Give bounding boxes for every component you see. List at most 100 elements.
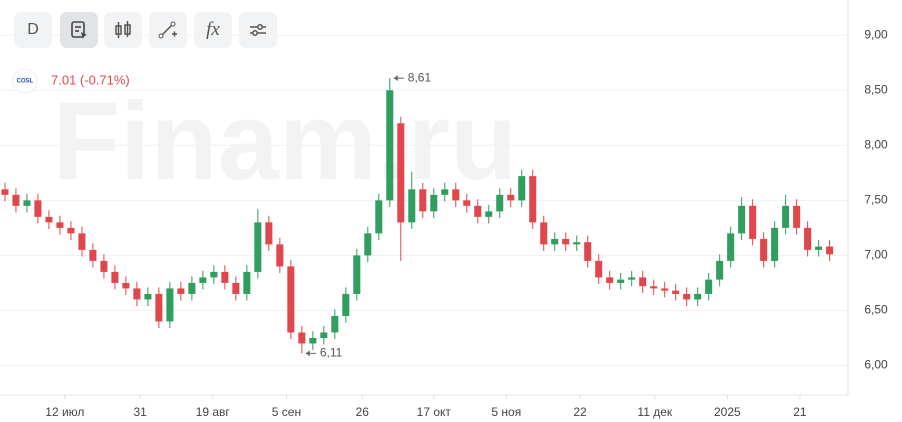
x-tick-label: 26 (356, 405, 370, 419)
candle-body (56, 222, 64, 228)
candle-body (573, 242, 581, 245)
x-tick-label: 17 окт (417, 405, 452, 419)
x-tick-label: 22 (573, 405, 587, 419)
icon (115, 21, 131, 38)
candle-body (221, 271, 229, 283)
candle-body (496, 194, 504, 212)
x-tick-label: 2025 (714, 405, 741, 419)
y-tick-label: 6,00 (864, 358, 888, 372)
candle-body (353, 255, 361, 294)
candle-body (342, 293, 350, 316)
annotation-arrowhead (305, 350, 310, 357)
candle-body (782, 205, 790, 228)
candle-body (67, 227, 75, 234)
icon (158, 21, 177, 39)
candle-body (177, 288, 185, 294)
icon (71, 21, 87, 39)
drawing-button[interactable] (149, 12, 187, 48)
candle-body (551, 238, 559, 245)
candle-body (694, 293, 702, 300)
candle-body (683, 293, 691, 300)
candle-body (617, 279, 625, 283)
candle-body (452, 189, 460, 201)
candle-body (232, 282, 240, 294)
candle-body (309, 337, 317, 344)
annotation-label: 6,11 (320, 346, 343, 360)
interval-button[interactable]: D (14, 12, 52, 48)
candle-body (804, 227, 812, 250)
interval-label: D (27, 21, 39, 38)
chart-type-button[interactable] (60, 12, 98, 48)
candle-body (441, 189, 449, 195)
price-label: 7.01 (-0.71%) (51, 72, 130, 87)
candle-body (34, 200, 42, 217)
x-tick-label: 5 ноя (491, 405, 521, 419)
x-tick-label: 11 дек (637, 405, 672, 419)
y-tick-label: 6,50 (864, 303, 888, 317)
candle-body (23, 200, 31, 206)
candle-body (584, 242, 592, 261)
candle-body (595, 260, 603, 278)
candle-body (738, 205, 746, 234)
annotation-arrowhead (393, 75, 398, 82)
candle-body (771, 227, 779, 261)
candle-body (276, 244, 284, 267)
ticker: COSL (17, 79, 34, 85)
candle-body (463, 200, 471, 206)
candle-body (100, 260, 108, 272)
candle-body (155, 293, 163, 322)
watermark: Finam.ru (53, 80, 518, 203)
candle-body (705, 279, 713, 294)
candle-body (749, 205, 757, 239)
candle-body (650, 286, 658, 289)
candle-body (639, 277, 647, 287)
candles-button[interactable] (104, 12, 142, 48)
x-tick-label: 21 (793, 405, 807, 419)
ticker-logo (12, 68, 38, 94)
candle-body (89, 249, 97, 261)
candle-body (254, 222, 262, 272)
candle-body (386, 90, 394, 201)
candle-body (408, 189, 416, 223)
candle-body (628, 277, 636, 280)
candle-body (287, 266, 295, 333)
candle-body (672, 290, 680, 294)
y-tick-label: 7,50 (864, 193, 888, 207)
candle-body (760, 238, 768, 261)
candle-body (375, 200, 383, 234)
candle-body (518, 176, 526, 201)
candle-body (12, 194, 20, 206)
candle-body (1, 189, 9, 195)
candle-body (45, 216, 53, 223)
candle-body (144, 293, 152, 300)
candle-body (199, 277, 207, 283)
settings-button[interactable] (239, 12, 277, 48)
candle-body (474, 205, 482, 217)
x-tick-label: 19 авг (196, 405, 231, 419)
candle-body (485, 211, 493, 217)
candle-body (815, 246, 823, 250)
y-tick-label: 9,00 (864, 27, 888, 41)
candle-body (265, 222, 273, 245)
candle-body (166, 288, 174, 322)
candle-body (122, 282, 130, 289)
candle-body (188, 282, 196, 294)
candle-body (320, 332, 328, 338)
candle-body (331, 315, 339, 333)
candle-body (397, 123, 405, 223)
candle-body (716, 260, 724, 280)
candle-body (419, 189, 427, 212)
candle-body (826, 246, 834, 255)
indicators-button[interactable]: fx (194, 12, 232, 48)
candle-body (78, 233, 86, 250)
candle-body (430, 194, 438, 212)
y-tick-label: 7,00 (864, 248, 888, 262)
candle-body (298, 332, 306, 344)
y-tick-label: 8,00 (864, 137, 888, 151)
candle-body (529, 176, 537, 223)
candle-body (661, 288, 669, 291)
candle-body (364, 233, 372, 256)
candle-body (606, 277, 614, 283)
candle-body (540, 222, 548, 245)
